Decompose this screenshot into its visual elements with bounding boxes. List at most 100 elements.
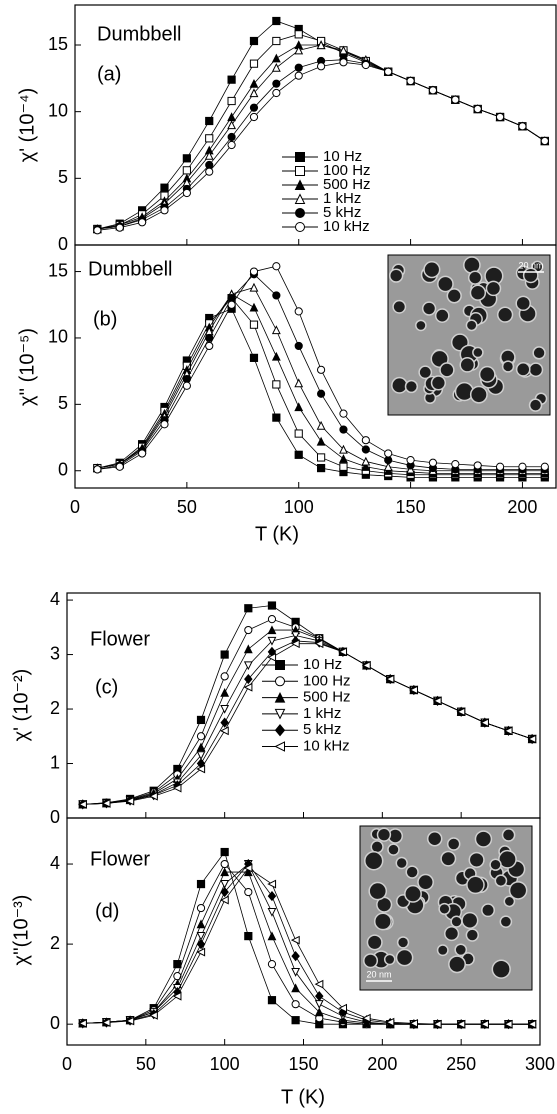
data-point xyxy=(243,661,253,671)
data-point xyxy=(219,726,229,736)
particle xyxy=(404,884,422,903)
data-point xyxy=(196,939,206,950)
particle xyxy=(528,398,543,412)
data-point xyxy=(406,456,415,465)
data-point xyxy=(243,867,253,877)
legend-label: 100 Hz xyxy=(323,162,371,179)
data-point xyxy=(267,615,277,624)
legend-label: 100 Hz xyxy=(303,672,351,689)
particle xyxy=(465,319,478,332)
data-point xyxy=(428,86,438,95)
data-point xyxy=(227,120,237,130)
data-point xyxy=(249,112,259,122)
data-point xyxy=(244,932,253,941)
data-point xyxy=(316,62,326,71)
data-point xyxy=(249,282,259,292)
data-point xyxy=(272,16,281,26)
data-point xyxy=(220,847,229,857)
panel-annotation: Dumbbell xyxy=(88,258,172,280)
data-point xyxy=(182,188,191,198)
data-point xyxy=(220,886,229,898)
legend-label: 500 Hz xyxy=(323,176,371,193)
data-point xyxy=(205,160,214,170)
series-group xyxy=(78,847,537,1030)
data-point xyxy=(205,341,214,351)
particle xyxy=(363,953,379,969)
particle xyxy=(439,362,455,378)
data-point xyxy=(78,1018,87,1028)
data-point xyxy=(385,674,395,684)
data-point xyxy=(249,88,259,98)
data-point xyxy=(220,867,230,877)
legend-label: 5 kHz xyxy=(303,721,341,738)
marker xyxy=(274,708,286,720)
data-point xyxy=(205,167,214,176)
particle xyxy=(494,874,508,888)
data-point xyxy=(267,931,277,941)
data-point xyxy=(267,652,277,662)
data-point xyxy=(220,687,230,697)
data-point xyxy=(160,206,169,215)
data-point xyxy=(78,799,87,809)
x-axis-label: T (K) xyxy=(281,1086,325,1108)
data-point xyxy=(249,103,259,112)
particle xyxy=(417,873,434,891)
particle xyxy=(467,270,483,285)
data-point xyxy=(172,991,182,1001)
data-point xyxy=(272,262,281,271)
data-point xyxy=(495,462,505,471)
data-point xyxy=(384,456,393,465)
y-tick-label: 15 xyxy=(48,34,68,54)
particle xyxy=(423,261,441,279)
data-point xyxy=(196,879,206,889)
marker xyxy=(295,152,305,162)
particle xyxy=(469,385,488,404)
data-point xyxy=(267,960,277,969)
data-point xyxy=(267,890,277,902)
data-point xyxy=(316,420,326,430)
x-tick-label: 0 xyxy=(70,497,80,517)
data-point xyxy=(503,726,513,736)
particle xyxy=(450,915,463,928)
y-tick-label: 4 xyxy=(50,589,60,609)
data-point xyxy=(316,436,326,446)
data-point xyxy=(385,1017,395,1027)
x-tick-label: 150 xyxy=(396,497,426,517)
particle xyxy=(391,376,408,394)
legend-label: 1 kHz xyxy=(323,190,361,207)
particle xyxy=(373,912,392,931)
particle xyxy=(463,256,481,274)
marker xyxy=(294,179,306,190)
legend-label: 10 kHz xyxy=(323,218,370,235)
y-tick-label: 0 xyxy=(58,234,68,254)
data-point xyxy=(518,462,527,471)
data-point xyxy=(518,122,527,131)
data-point xyxy=(220,717,229,728)
data-point xyxy=(361,661,371,670)
data-point xyxy=(125,796,135,806)
legend-label: 500 Hz xyxy=(303,689,351,706)
data-point xyxy=(138,449,147,458)
data-point xyxy=(196,932,206,941)
x-tick-label: 250 xyxy=(446,1054,476,1074)
y-tick-label: 5 xyxy=(58,393,68,413)
data-point xyxy=(196,764,206,774)
y-axis-label: χ'' (10⁻⁵) xyxy=(16,328,38,406)
data-point xyxy=(227,132,236,142)
particle xyxy=(392,299,407,314)
data-point xyxy=(314,979,324,989)
x-axis-label: T (K) xyxy=(255,523,299,545)
data-point xyxy=(409,1018,418,1028)
legend-label: 1 kHz xyxy=(303,705,341,722)
marker xyxy=(274,741,285,752)
data-point xyxy=(294,450,303,459)
data-point xyxy=(271,325,281,335)
data-point xyxy=(432,696,442,706)
particle xyxy=(501,828,516,842)
data-point xyxy=(173,960,182,969)
marker xyxy=(275,676,285,687)
marker xyxy=(274,691,286,703)
data-point xyxy=(196,742,206,752)
particle xyxy=(387,843,400,856)
